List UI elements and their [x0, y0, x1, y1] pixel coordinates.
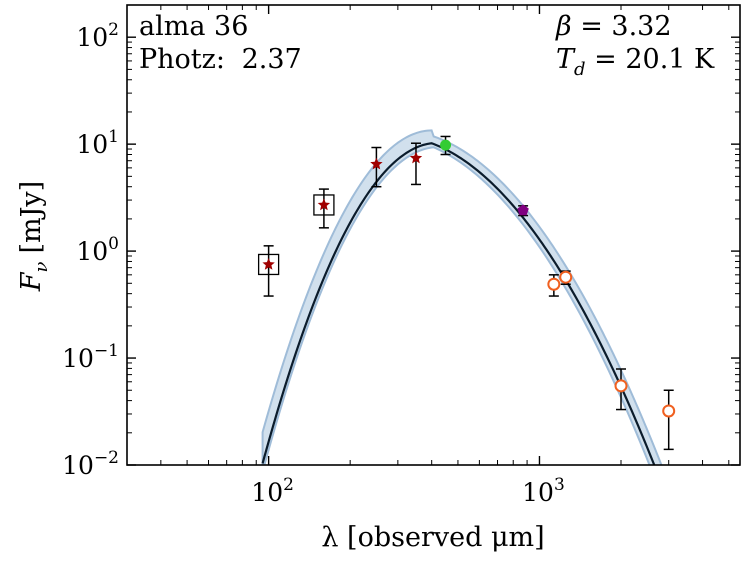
data-point [662, 389, 676, 451]
open-circle-marker [662, 404, 676, 418]
y-tick-label: 10−2 [62, 448, 119, 480]
y-tick-base: 10 [76, 23, 108, 52]
data-point [409, 142, 423, 186]
data-point [547, 274, 561, 297]
x-tick-exponent: 2 [283, 475, 294, 495]
y-tick-exponent: −1 [94, 341, 119, 361]
y-tick-exponent: 0 [108, 234, 119, 254]
data-point [614, 368, 628, 411]
data-point [313, 188, 335, 229]
open-circle-marker [547, 277, 561, 291]
y-tick-label: 100 [76, 234, 119, 266]
y-axis-subscript: ν [31, 261, 52, 272]
open-circle-marker [559, 270, 573, 284]
y-tick-base: 10 [62, 344, 94, 373]
star-marker [370, 157, 383, 170]
y-axis-label: Fν [mJy] [16, 181, 52, 292]
y-tick-label: 101 [76, 127, 119, 159]
source-name-label: alma 36 [139, 11, 248, 42]
y-tick-exponent: −2 [94, 448, 119, 468]
axis-ticks [126, 4, 740, 466]
model-curve [261, 142, 656, 465]
data-points-layer [257, 135, 676, 451]
y-axis-symbol: F [16, 271, 47, 292]
plot-frame [126, 4, 741, 466]
x-tick-label: 103 [522, 475, 565, 507]
y-axis-unit: [mJy] [16, 181, 47, 254]
beta-key: β = [555, 11, 611, 42]
x-axis-label: λ [observed μm] [321, 522, 544, 553]
data-point [440, 135, 452, 156]
td-subscript: d [574, 59, 586, 80]
star-marker [262, 257, 275, 270]
star-marker [317, 198, 331, 211]
y-tick-label: 10−1 [62, 341, 119, 373]
photz-value: 2.37 [242, 44, 302, 75]
circle-marker [440, 139, 452, 151]
star-marker [409, 151, 423, 164]
model-band-fill [261, 129, 663, 465]
td-value: = 20.1 K [586, 44, 715, 75]
data-point [257, 245, 280, 297]
dust-temperature-label: Td = 20.1 K [556, 44, 715, 80]
y-tick-exponent: 2 [108, 20, 119, 40]
photz-key: Photz: [139, 44, 225, 75]
model-curve-layer [261, 142, 656, 465]
data-point [517, 204, 529, 217]
data-point [370, 146, 383, 188]
beta-label: β = 3.32 [555, 11, 672, 42]
model-uncertainty-band [261, 129, 663, 465]
y-tick-base: 10 [76, 130, 108, 159]
y-tick-exponent: 1 [108, 127, 119, 147]
data-point [559, 270, 573, 285]
photz-label: Photz: 2.37 [139, 44, 302, 75]
y-tick-label: 102 [76, 20, 119, 52]
y-tick-base: 10 [76, 237, 108, 266]
beta-value: 3.32 [611, 11, 671, 42]
upper-limit-box [313, 194, 335, 216]
x-tick-base: 10 [251, 478, 283, 507]
y-tick-base: 10 [62, 451, 94, 480]
open-circle-marker [614, 379, 628, 393]
x-tick-label: 102 [251, 475, 294, 507]
td-symbol: T [556, 44, 576, 75]
x-tick-exponent: 3 [554, 475, 565, 495]
x-tick-base: 10 [522, 478, 554, 507]
upper-limit-box [257, 253, 280, 276]
pentagon-marker [517, 204, 529, 216]
